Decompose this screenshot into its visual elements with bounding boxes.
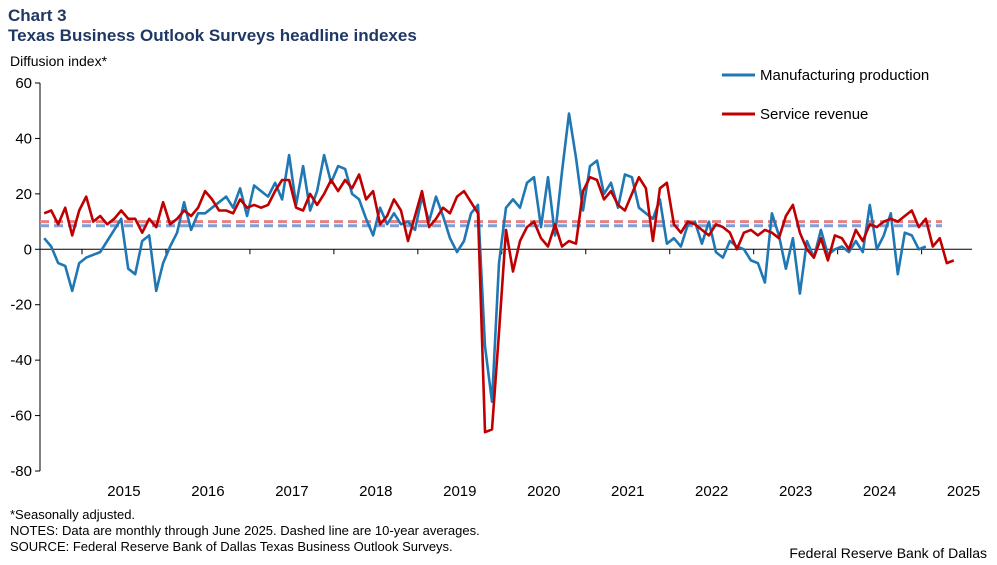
x-tick-label: 2022	[695, 483, 728, 500]
x-tick-label: 2020	[527, 483, 560, 500]
note-source: SOURCE: Federal Reserve Bank of Dallas T…	[10, 539, 453, 554]
x-tick-label: 2025	[947, 483, 980, 500]
legend-label-service: Service revenue	[760, 106, 868, 123]
y-tick-label: -80	[10, 463, 32, 480]
y-tick-label: 40	[15, 130, 32, 147]
x-tick-label: 2024	[863, 483, 896, 500]
y-axis-label: Diffusion index*	[10, 53, 108, 69]
y-tick-label: 0	[24, 241, 32, 258]
note-seasonal: *Seasonally adjusted.	[10, 507, 136, 522]
x-tick-label: 2019	[443, 483, 476, 500]
series-line-service	[43, 173, 955, 434]
x-tick-label: 2023	[779, 483, 812, 500]
legend-label-manufacturing: Manufacturing production	[760, 67, 929, 84]
brand-credit: Federal Reserve Bank of Dallas	[789, 545, 987, 561]
chart-title: Texas Business Outlook Surveys headline …	[8, 26, 417, 45]
x-tick-label: 2018	[359, 483, 392, 500]
y-tick-label: -40	[10, 352, 32, 369]
average-lines	[40, 220, 942, 228]
y-tick-label: 60	[15, 75, 32, 92]
series-lines	[43, 112, 955, 434]
axes: -80 -60 -40 -20 0 20 40 60 2015 2016 2017 2018 2019 2…	[10, 75, 980, 500]
y-tick-label: -20	[10, 297, 32, 314]
series-line-manufacturing	[43, 112, 927, 404]
x-tick-label: 2021	[611, 483, 644, 500]
y-tick-label: -60	[10, 408, 32, 425]
chart-label: Chart 3	[8, 6, 67, 25]
note-data: NOTES: Data are monthly through June 202…	[10, 523, 480, 538]
x-tick-label: 2016	[191, 483, 224, 500]
x-tick-label: 2017	[275, 483, 308, 500]
x-tick-label: 2015	[107, 483, 140, 500]
legend: Manufacturing production Service revenue	[722, 67, 929, 123]
y-tick-label: 20	[15, 186, 32, 203]
chart-notes: *Seasonally adjusted. NOTES: Data are mo…	[10, 507, 480, 555]
